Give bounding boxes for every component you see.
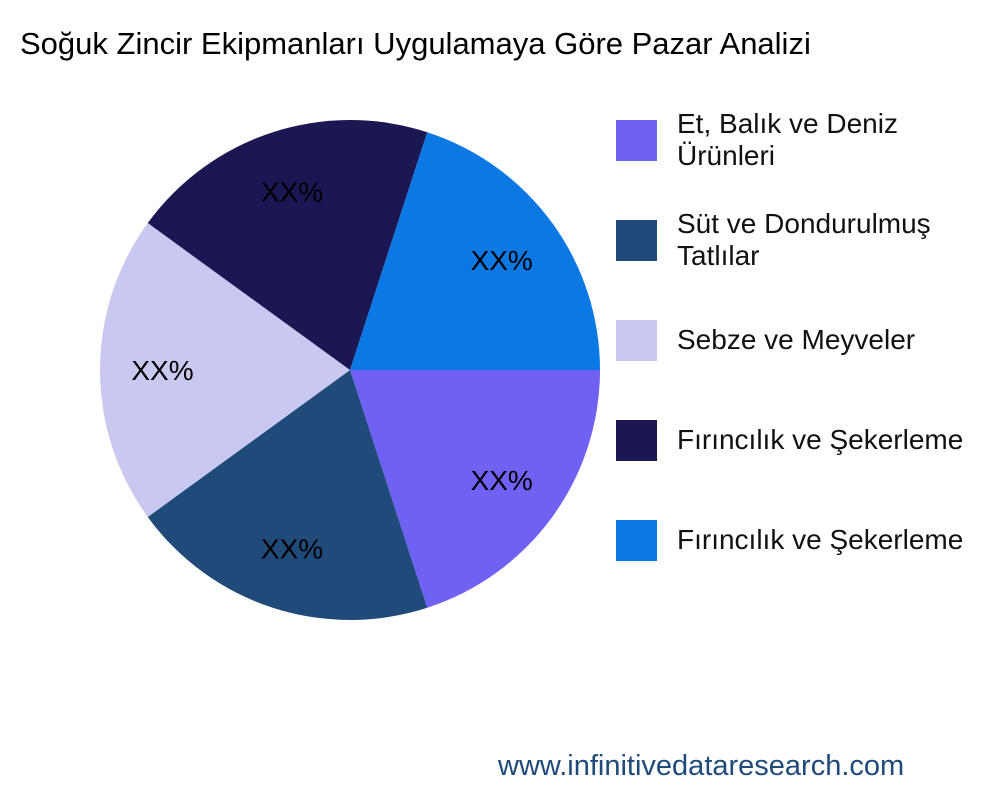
footer-url[interactable]: www.infinitivedataresearch.com: [498, 750, 905, 782]
legend-swatch: [616, 219, 657, 261]
legend-label: Fırıncılık ve Şekerleme: [677, 524, 964, 555]
slice-label: XX%: [261, 177, 323, 208]
legend-label: Et, Balık ve Deniz Ürünleri: [677, 108, 898, 171]
slice-label: XX%: [261, 533, 323, 564]
pie-slice: [147, 120, 428, 370]
legend-label: Sebze ve Meyveler: [677, 324, 916, 355]
legend-swatch: [616, 519, 657, 561]
pie-slice: [350, 370, 600, 608]
slice-label: XX%: [471, 465, 533, 496]
legend-item: Fırıncılık ve Şekerleme: [616, 395, 986, 485]
legend-item: Fırıncılık ve Şekerleme: [616, 495, 986, 585]
pie-slice: [350, 132, 600, 370]
pie-slice: [100, 223, 350, 517]
slice-label: XX%: [131, 355, 193, 386]
legend-label: Süt ve Dondurulmuş Tatlılar: [677, 208, 931, 271]
pie-slice: [147, 370, 428, 620]
legend-item: Et, Balık ve Deniz Ürünleri: [616, 95, 986, 185]
legend-label: Fırıncılık ve Şekerleme: [677, 424, 964, 455]
legend-item: Sebze ve Meyveler: [616, 295, 986, 385]
legend-swatch: [616, 119, 657, 161]
legend-swatch: [616, 419, 657, 461]
chart-title: Soğuk Zincir Ekipmanları Uygulamaya Göre…: [20, 26, 811, 61]
legend-swatch: [616, 319, 657, 361]
slice-label: XX%: [471, 245, 533, 276]
legend-item: Süt ve Dondurulmuş Tatlılar: [616, 195, 986, 285]
